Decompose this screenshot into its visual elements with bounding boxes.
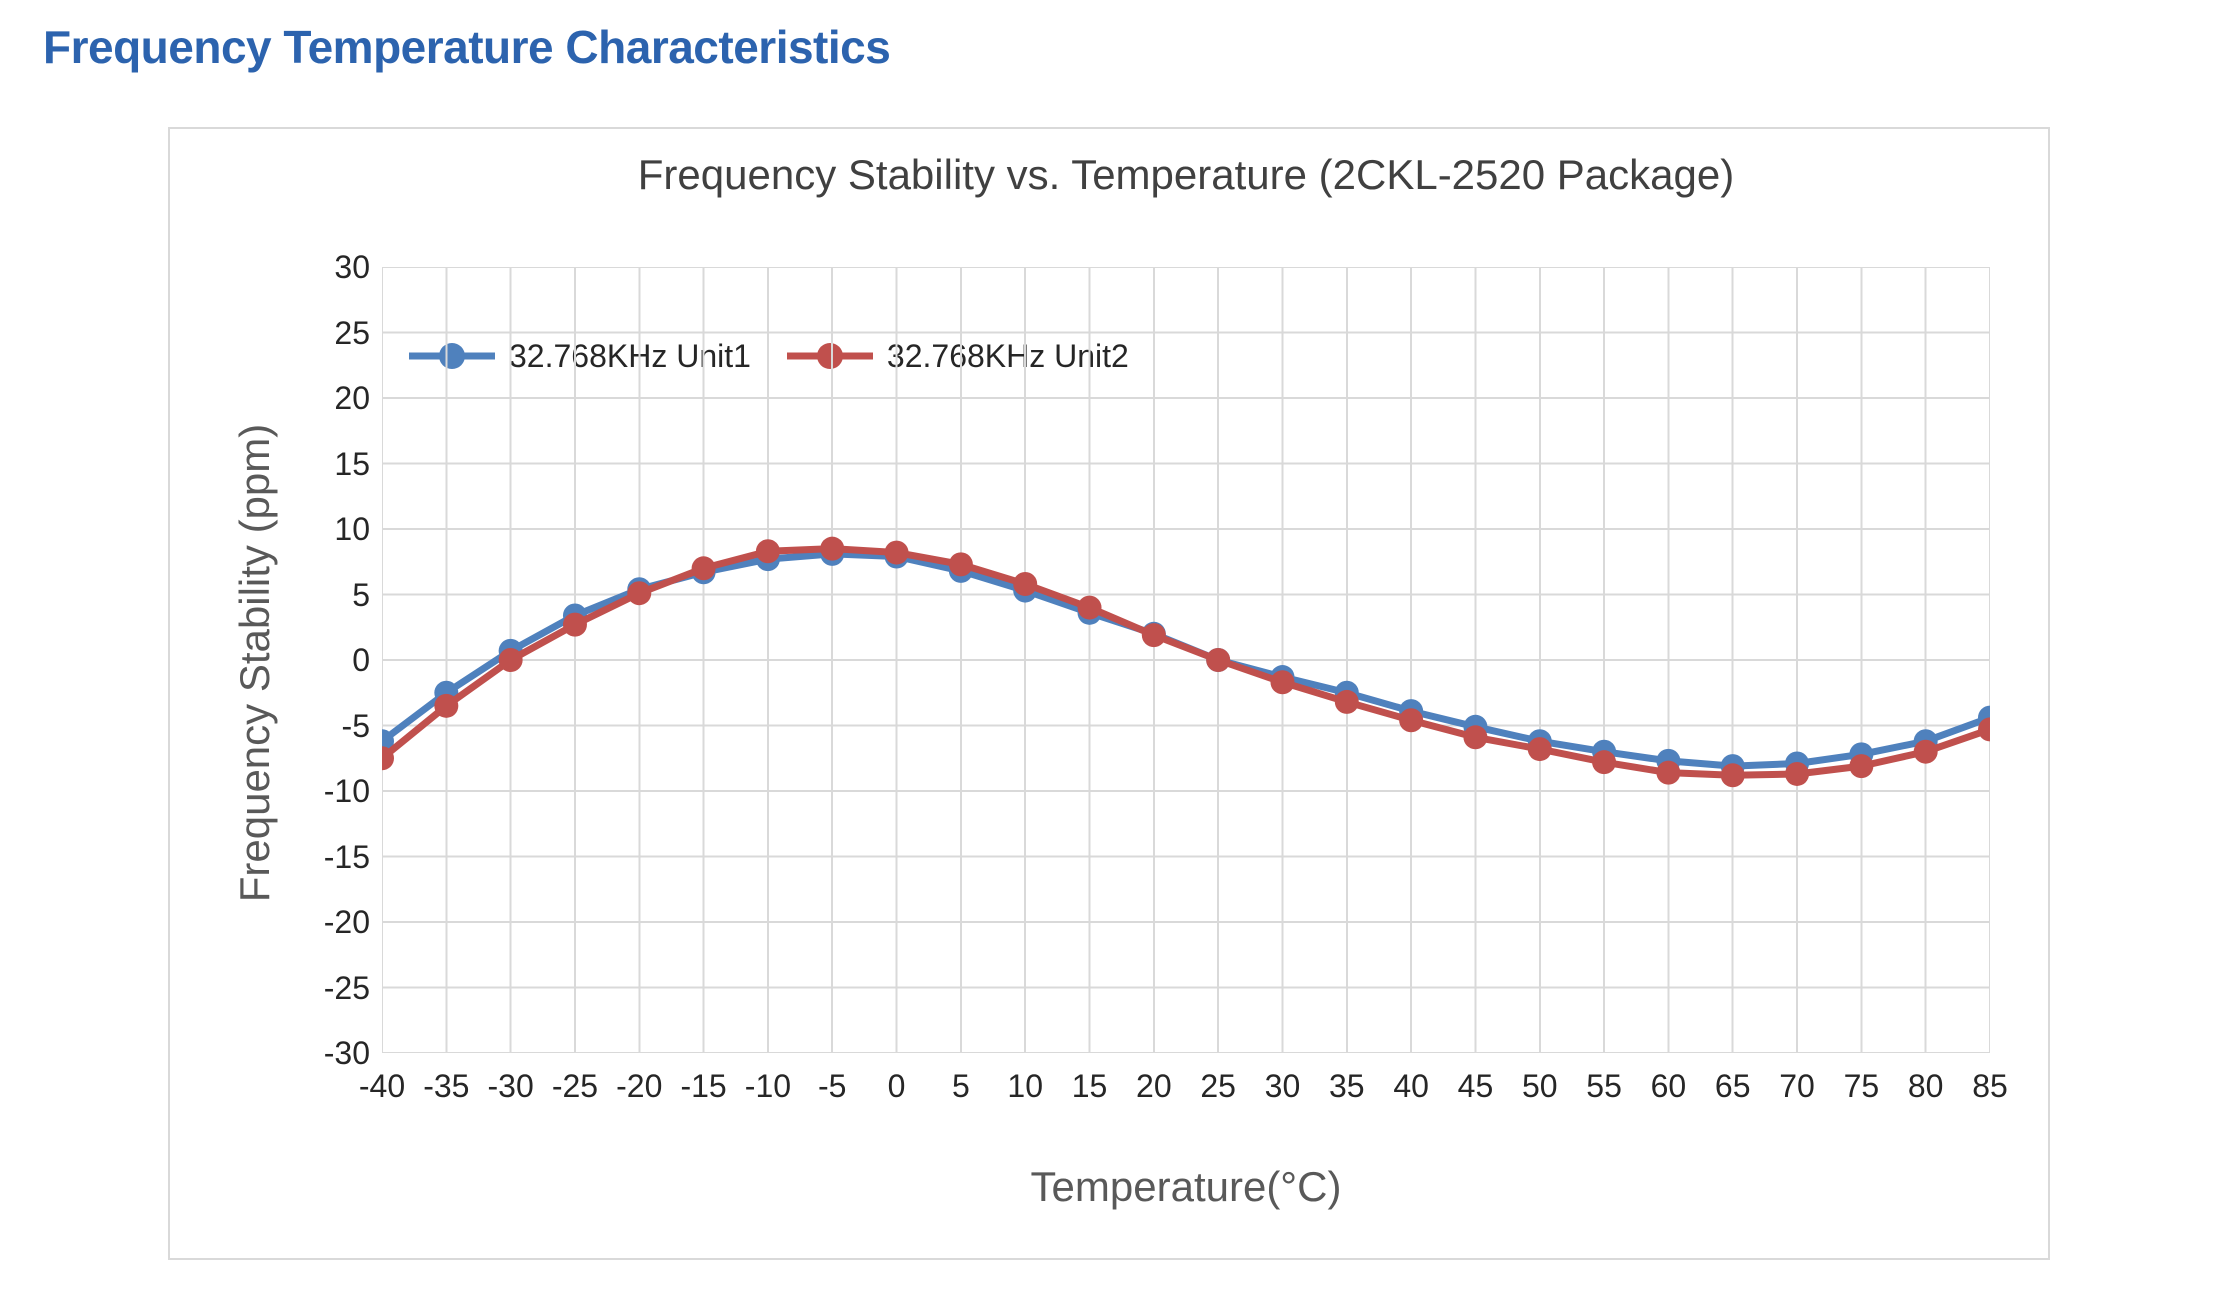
y-tick-label: 15 [334, 445, 370, 482]
x-tick-label: 50 [1521, 1068, 1558, 1104]
x-tick-label: 10 [1007, 1068, 1043, 1104]
data-point-marker [434, 693, 459, 718]
data-point-marker [1785, 761, 1810, 786]
data-point-marker [1720, 763, 1745, 788]
x-tick-label: 25 [1200, 1068, 1236, 1104]
legend-line-marker-icon [786, 343, 873, 369]
data-point-marker [1463, 725, 1488, 750]
data-point-marker [1334, 689, 1359, 714]
y-tick-label: 30 [334, 249, 370, 285]
x-tick-label: -10 [744, 1068, 792, 1104]
y-tick-label: 25 [334, 314, 370, 351]
x-tick-label: -40 [358, 1068, 406, 1104]
data-point-marker [1656, 760, 1681, 785]
data-point-marker [382, 746, 394, 771]
y-tick-label: 20 [334, 380, 370, 416]
series-line-unit2 [382, 545, 1990, 779]
data-point-marker [1399, 708, 1424, 733]
data-point-marker [1849, 754, 1874, 779]
x-tick-label: 40 [1393, 1068, 1429, 1104]
y-tick-label: 10 [334, 511, 370, 547]
x-tick-label: 60 [1650, 1068, 1687, 1104]
data-point-marker [948, 552, 973, 577]
data-point-marker [820, 536, 845, 561]
x-tick-label: 30 [1264, 1068, 1301, 1104]
x-tick-label: 5 [951, 1068, 970, 1104]
y-tick-label: 5 [352, 576, 370, 613]
data-point-marker [1141, 623, 1166, 648]
chart-card: Frequency Stability vs. Temperature (2CK… [168, 127, 2050, 1260]
x-tick-label: -30 [487, 1068, 534, 1104]
x-tick-label: 45 [1457, 1068, 1494, 1104]
x-tick-label: 15 [1071, 1068, 1108, 1104]
x-tick-label: 70 [1779, 1068, 1815, 1104]
y-tick-label: -5 [341, 707, 370, 744]
legend-label: 32.768KHz Unit1 [509, 337, 751, 374]
x-axis-title: Temperature(°C) [1030, 1163, 1342, 1210]
y-tick-label: 0 [352, 642, 370, 678]
x-tick-label: -15 [680, 1068, 727, 1104]
y-tick-label: -20 [323, 904, 370, 940]
data-point-marker [1527, 737, 1552, 762]
y-tick-label: -15 [323, 838, 370, 875]
data-point-marker [1206, 648, 1231, 672]
x-tick-label: 35 [1329, 1068, 1365, 1104]
data-point-marker [1913, 739, 1938, 764]
data-point-marker [1077, 595, 1102, 620]
y-tick-label: -30 [323, 1035, 370, 1071]
x-tick-label: -35 [423, 1068, 470, 1104]
x-tick-label: 75 [1843, 1068, 1880, 1104]
data-point-marker [1013, 572, 1038, 597]
x-tick-label: 0 [887, 1068, 906, 1104]
data-point-marker [755, 539, 780, 564]
x-tick-label: 65 [1714, 1068, 1751, 1104]
x-tick-label: -20 [616, 1068, 663, 1104]
x-tick-label: 20 [1136, 1068, 1172, 1104]
page-heading: Frequency Temperature Characteristics [43, 21, 891, 73]
data-point-marker [1978, 717, 1990, 742]
data-point-marker [1592, 750, 1617, 775]
data-point-marker [691, 556, 716, 581]
x-tick-label: -25 [551, 1068, 599, 1104]
x-tick-label: 55 [1586, 1068, 1622, 1104]
data-point-marker [498, 648, 523, 672]
data-point-marker [562, 612, 587, 637]
y-tick-label: -25 [323, 969, 370, 1006]
x-tick-label: -5 [818, 1068, 847, 1104]
x-tick-label: 80 [1907, 1068, 1944, 1104]
y-tick-label: -10 [323, 773, 370, 809]
chart-title: Frequency Stability vs. Temperature (2CK… [637, 151, 1735, 198]
data-point-marker [1270, 670, 1295, 695]
data-point-marker [884, 540, 909, 565]
plot-svg [382, 267, 1990, 1053]
x-tick-label: 85 [1972, 1068, 2008, 1104]
data-point-marker [627, 581, 652, 606]
